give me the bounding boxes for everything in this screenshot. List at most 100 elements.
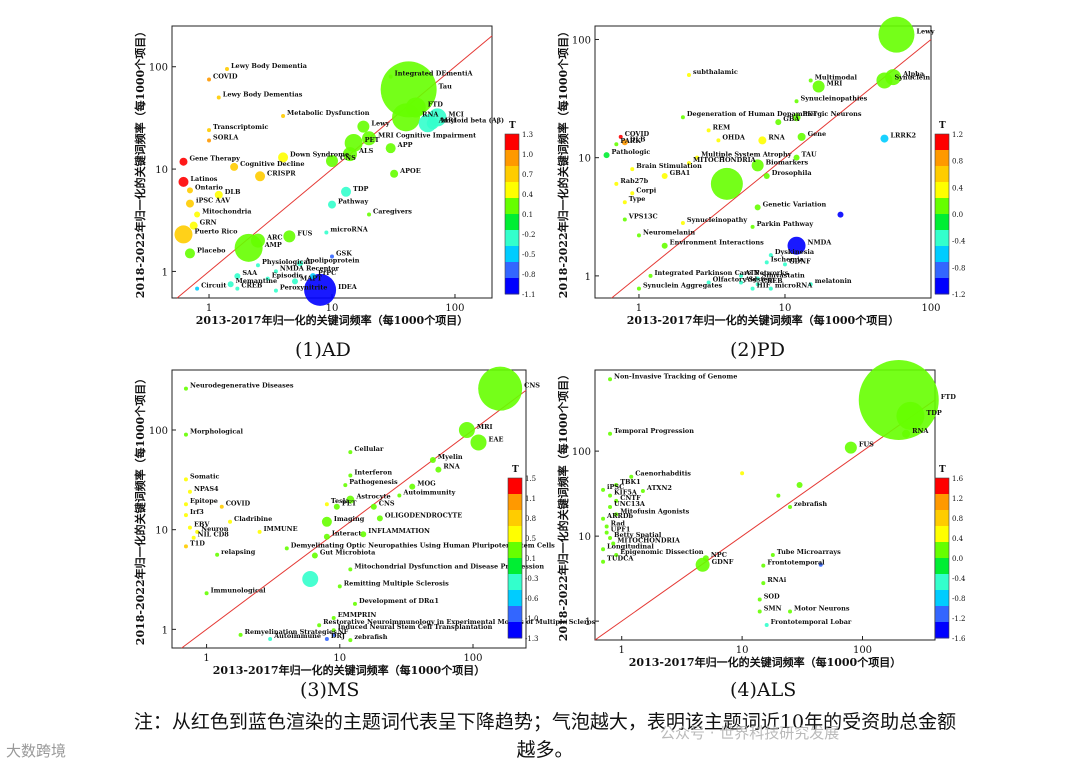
- y-tick-label: 10: [578, 154, 591, 165]
- colorbar-tick-label: -0.4: [952, 238, 966, 246]
- bubble-mitochondrial-dysfunction-and-disease-progression: [348, 567, 353, 572]
- bubble-atxn2: [640, 488, 645, 493]
- colorbar-title: T: [939, 121, 946, 131]
- bubble-arrdb: [601, 516, 606, 521]
- point-label: RNA: [768, 133, 785, 141]
- colorbar-segment: [505, 278, 519, 295]
- bubble-vps13c: [622, 217, 627, 222]
- bubble-app: [385, 143, 396, 154]
- bubble-unlabeled-16: [710, 167, 743, 200]
- point-label: CNTF: [620, 494, 641, 502]
- point-label: Imaging: [334, 515, 365, 523]
- bubble-synucleinopathies: [794, 99, 799, 104]
- bubble-ebv: [187, 525, 192, 530]
- colorbar-segment: [508, 574, 522, 591]
- point-label: Apolipoprotein: [304, 256, 360, 264]
- point-label: DRJ: [331, 632, 345, 640]
- point-label: EMMPRIN: [338, 611, 377, 619]
- bubble-hif: [750, 286, 755, 291]
- point-label: Puerto Rico: [194, 227, 238, 235]
- point-label: Caregivers: [373, 207, 412, 215]
- colorbar-tick-label: -1.0: [525, 615, 539, 623]
- x-tick-label: 1: [206, 303, 212, 314]
- point-label: Rad: [611, 519, 626, 527]
- chart-panel-1: 1 10 100 1 10 100 2013-2017年归一化的关键词频率（每1000个项目…: [556, 16, 966, 327]
- bubble-unc13a: [608, 505, 613, 510]
- point-label: CNS: [379, 500, 395, 508]
- colorbar-frame: [934, 477, 950, 639]
- y-tick-label: 10: [155, 526, 168, 537]
- point-label: FUS: [297, 229, 312, 237]
- x-tick-label: 100: [463, 653, 482, 664]
- bubble-somatic: [183, 477, 188, 482]
- figure-caption: 注：从红色到蓝色渲染的主题词代表呈下降趋势；气泡越大，表明该主题词近10年的受资…: [40, 708, 1050, 764]
- bubble-prpc: [309, 273, 316, 280]
- bubble-rna: [902, 429, 911, 438]
- bubble-upf1: [604, 530, 609, 535]
- bubble-betty-spatial: [608, 536, 613, 541]
- bubble-temporal-progression: [608, 431, 613, 436]
- y-tick-label: 1: [585, 272, 591, 283]
- colorbar-frame: [934, 133, 950, 295]
- colorbar-segment: [935, 150, 949, 167]
- y-tick-label: 10: [578, 532, 591, 543]
- point-label: OLIGODENDROCYTE: [385, 511, 462, 519]
- point-label: APP: [397, 141, 413, 149]
- point-label: SAA: [242, 269, 258, 277]
- bubble-gdnf: [782, 262, 787, 267]
- bubble-neuromelanin: [636, 233, 641, 238]
- point-label: Lewy Body Dementia: [231, 62, 308, 70]
- point-label: COVID: [226, 500, 251, 508]
- point-label: Cognitive Decline: [240, 160, 304, 168]
- x-tick-label: 1: [636, 303, 642, 314]
- point-label: Epitope: [190, 497, 218, 505]
- bubble-drj: [324, 637, 329, 642]
- point-label: TDP: [353, 185, 368, 193]
- point-label: COVID: [213, 73, 238, 81]
- point-label: Multiple System Atrophy: [701, 151, 792, 159]
- bubble-cellular: [348, 450, 353, 455]
- point-label: Integrated Parkinson Care Networks: [655, 269, 789, 277]
- bubble-gene: [797, 132, 806, 141]
- point-label: Neuron: [201, 525, 229, 533]
- bubble-mri: [458, 422, 475, 439]
- point-label: Neurodegenerative Diseases: [190, 382, 294, 390]
- bubble-immune: [257, 529, 262, 534]
- bubble-nmda-receptor: [273, 269, 278, 274]
- point-label: Development of DRα1: [359, 597, 439, 605]
- point-label: RNA: [912, 427, 929, 435]
- bubble-demyelinating-optic-neuropathies-using-human-pluripotent-stem-cells: [284, 546, 289, 551]
- point-label: Parkin Pathway: [757, 220, 814, 228]
- bubble-mitofusin-agonists: [614, 512, 619, 517]
- point-label: Lewy: [916, 28, 934, 36]
- bubble-gdnf: [695, 557, 710, 572]
- point-label: Type: [629, 195, 646, 203]
- point-label: PET: [342, 500, 357, 508]
- point-label: COVID: [625, 130, 650, 138]
- point-label: Olfactory System: [713, 275, 775, 283]
- y-tick-label: 1: [162, 267, 168, 278]
- point-label: EAE: [489, 435, 504, 443]
- point-label: Induced Neural Stem Cell Transplantation: [338, 623, 493, 631]
- colorbar-segment: [935, 134, 949, 151]
- bubble-imaging: [321, 516, 332, 527]
- point-label: Remitting Multiple Sclerosis: [344, 579, 449, 587]
- x-tick-label: 100: [445, 303, 464, 314]
- point-label: Latinos: [190, 175, 217, 183]
- bubble-lewy: [878, 16, 915, 53]
- bubble-synuclein: [876, 72, 893, 89]
- x-tick-label: 10: [736, 645, 749, 656]
- caption-line-1: 注：从红色到蓝色渲染的主题词代表呈下降趋势；气泡越大，表明该主题词近10年的受资…: [133, 711, 957, 733]
- point-label: Alpha: [902, 70, 925, 78]
- point-label: RNA: [422, 110, 439, 118]
- point-label: MITOCHONDRIA: [693, 156, 757, 164]
- colorbar-segment: [935, 278, 949, 295]
- bubble-zebrafish: [348, 638, 353, 643]
- bubble-rem: [706, 128, 711, 133]
- bubble-pet: [792, 113, 801, 122]
- bubble-microrna: [324, 230, 329, 235]
- colorbar-tick-label: -1.2: [952, 291, 966, 299]
- bubble-mog: [409, 483, 416, 490]
- bubble-apoe: [390, 169, 399, 178]
- point-label: Non-Invasive Tracking of Genome: [614, 372, 737, 380]
